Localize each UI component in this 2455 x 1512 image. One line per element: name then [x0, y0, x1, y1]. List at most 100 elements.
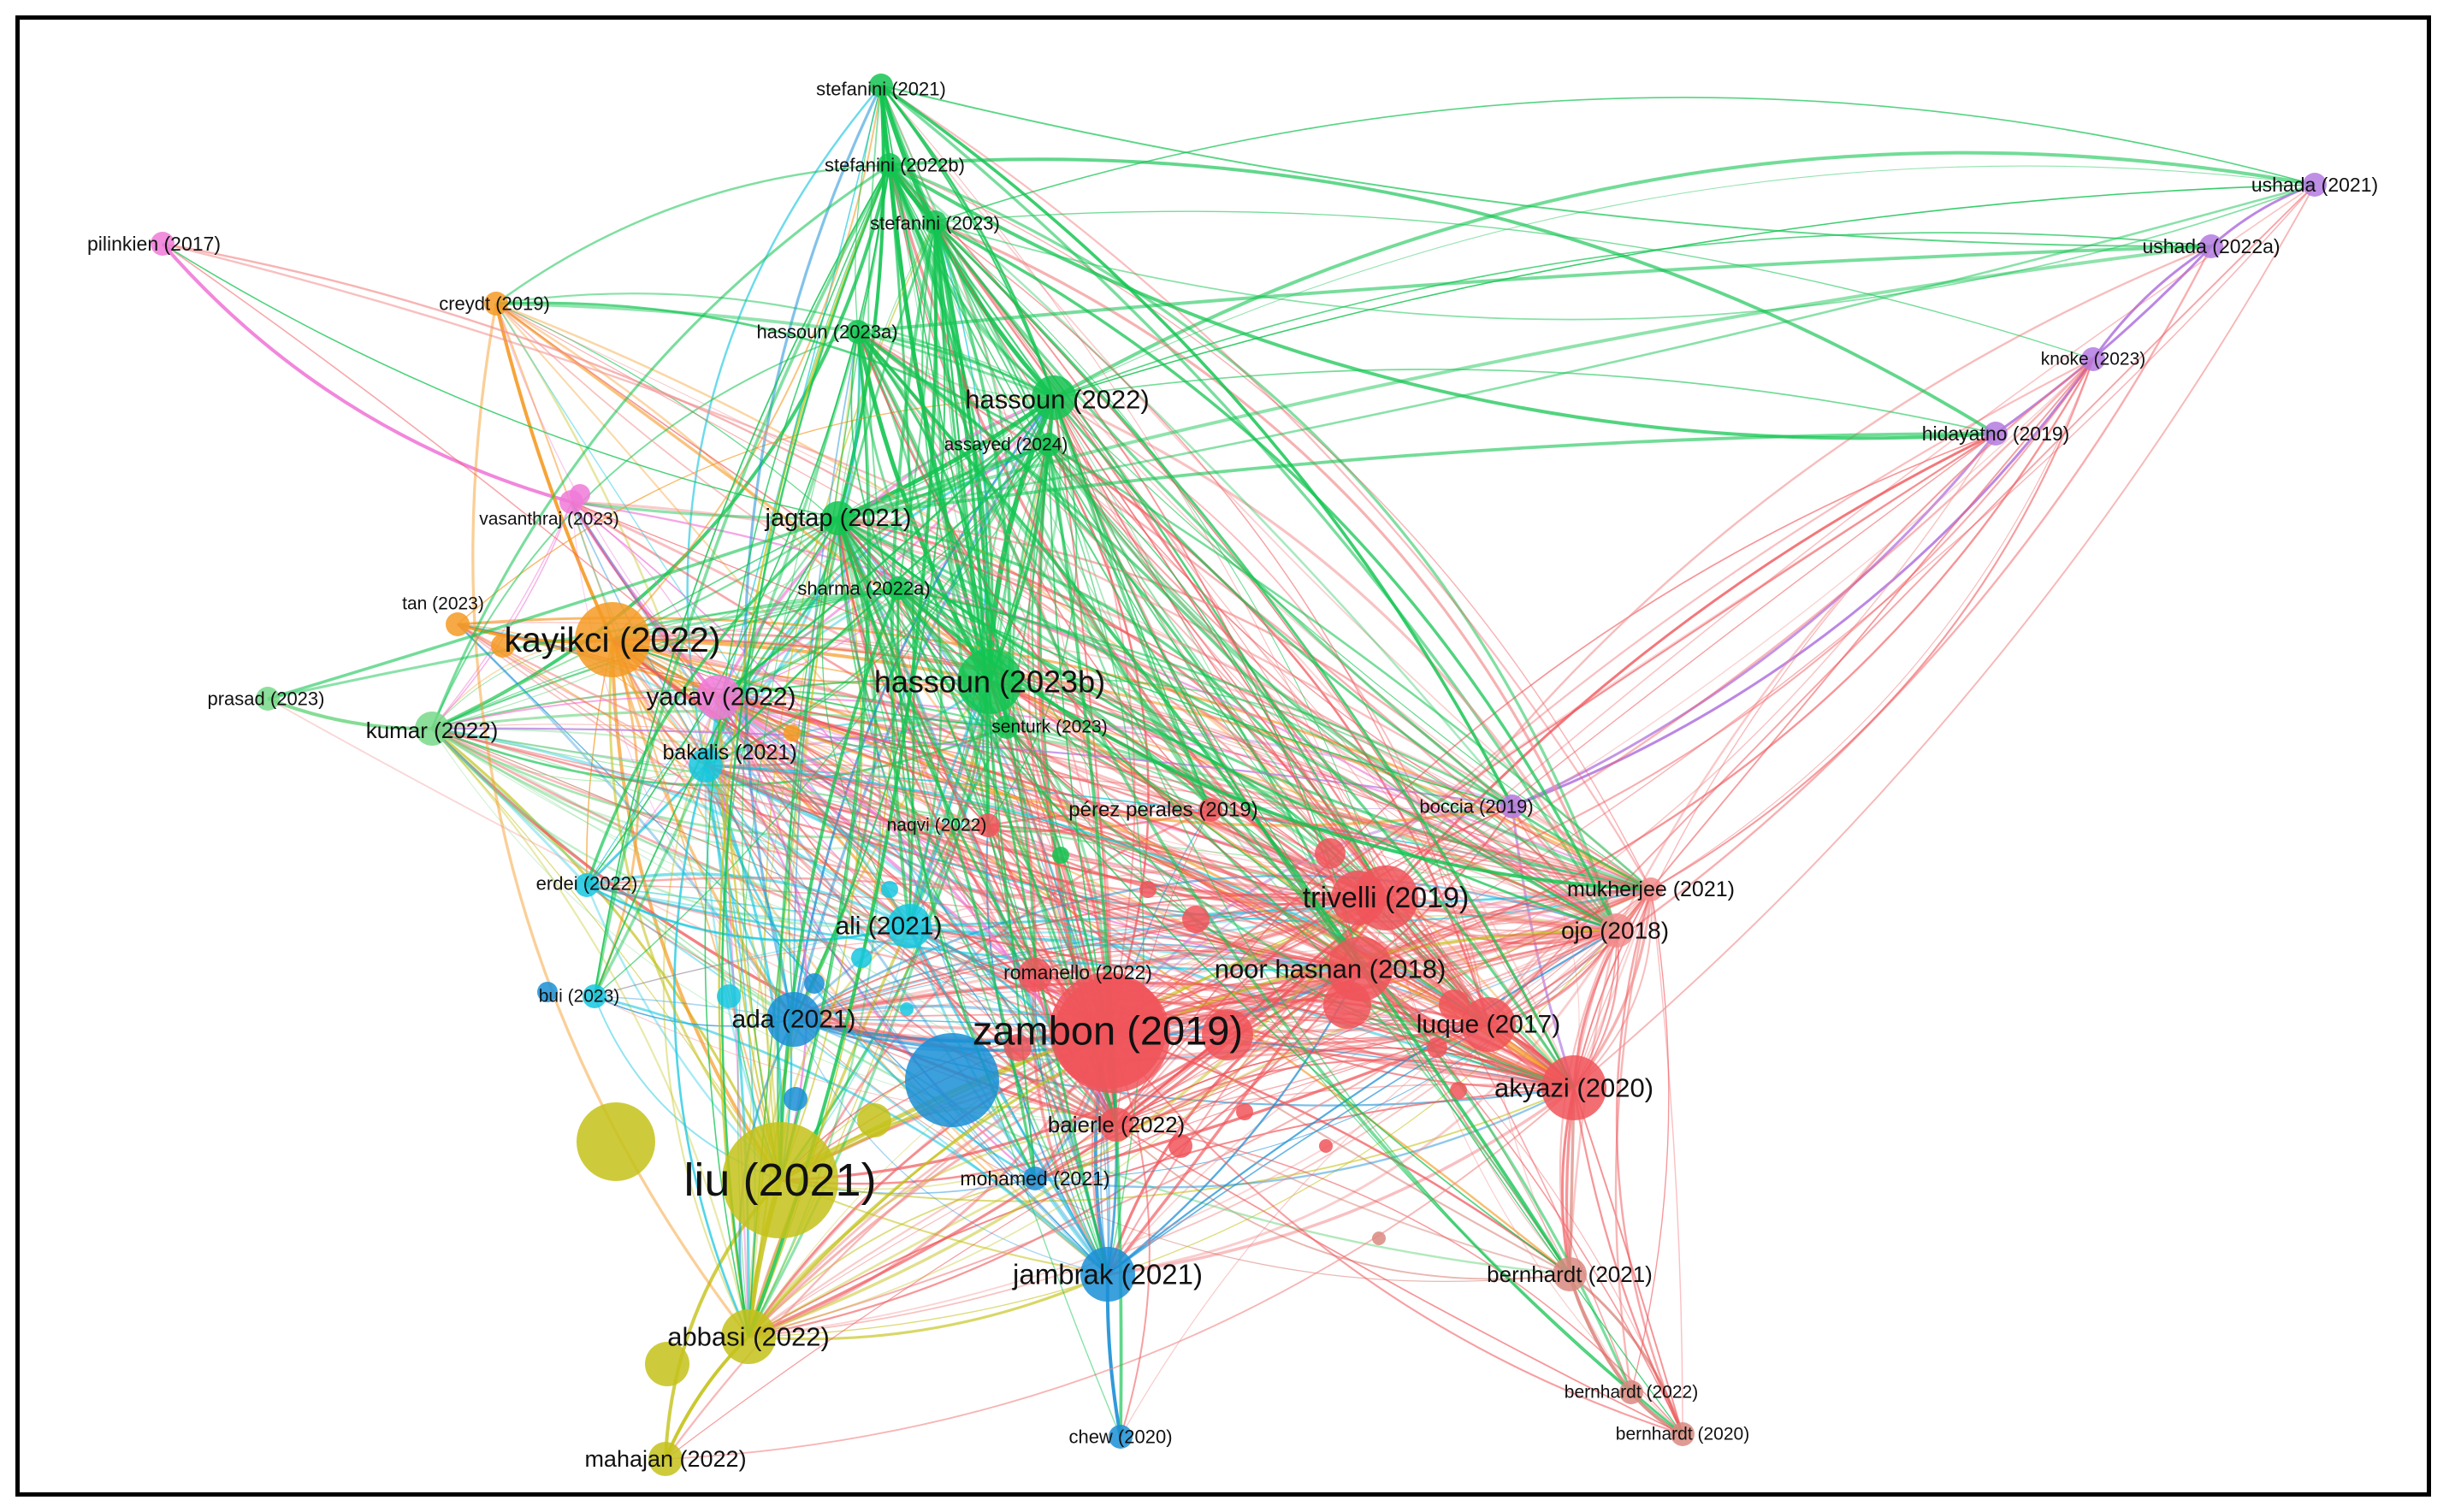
node-label-boccia2019: boccia (2019) — [1419, 796, 1533, 818]
node-label-assayed2024: assayed (2024) — [944, 435, 1068, 455]
network-edge — [1107, 358, 2094, 1031]
network-edge — [718, 696, 1618, 932]
network-edge — [880, 85, 2212, 248]
network-edge — [494, 303, 782, 1181]
network-edge — [889, 164, 1652, 890]
network-edge — [1384, 432, 1997, 899]
network-edge — [1115, 358, 2094, 1125]
network-edge — [1107, 1029, 1571, 1276]
node-bubble — [881, 881, 898, 898]
node-stefanini2021 — [869, 74, 893, 97]
network-edge — [889, 157, 1997, 435]
node-mohamed2021 — [1023, 1166, 1047, 1190]
node-stefanini2022b — [878, 153, 902, 177]
network-edge — [718, 696, 1109, 1275]
network-edge — [888, 164, 1055, 399]
node-romanello2022 — [1018, 958, 1052, 992]
network-edge — [879, 85, 937, 223]
node-bubble — [1319, 1139, 1333, 1153]
network-edge — [897, 587, 1633, 1393]
network-edge — [704, 765, 750, 1338]
node-label-mukherjee2021: mukherjee (2021) — [1567, 877, 1735, 901]
node-bubble — [900, 1002, 914, 1016]
network-edge — [1107, 358, 2094, 1032]
node-senturk2023 — [995, 715, 1019, 739]
node-label-knoke2023: knoke (2023) — [2041, 350, 2146, 369]
network-edge — [586, 765, 707, 887]
network-edge — [1359, 930, 1618, 970]
network-edge — [725, 517, 839, 1181]
network-edge — [1034, 1024, 1489, 1179]
network-edge — [837, 517, 1037, 1179]
network-edge — [457, 623, 1575, 1089]
network-edge — [908, 925, 1117, 1126]
network-edge — [1047, 443, 1652, 891]
network-edge — [662, 696, 749, 1338]
network-edge — [431, 728, 1117, 1125]
node-bubble — [784, 724, 801, 741]
node-label-romanello2022: romanello (2022) — [1003, 961, 1152, 983]
network-edge — [705, 765, 1109, 1031]
network-edge — [933, 221, 990, 826]
network-edge — [1053, 397, 1387, 899]
network-edge — [1107, 433, 1997, 1031]
network-edge — [717, 696, 750, 1338]
network-edge — [457, 623, 1387, 900]
network-edge — [495, 302, 1575, 1089]
network-edge — [430, 163, 890, 729]
network-edge — [908, 221, 987, 927]
network-edge — [857, 331, 1575, 1089]
network-edge — [890, 221, 937, 927]
node-label-creydt2019: creydt (2019) — [439, 293, 550, 315]
network-edge — [857, 330, 1576, 1089]
node-label-jambrak2021: jambrak (2021) — [1012, 1259, 1203, 1291]
network-edge — [933, 221, 990, 826]
network-edge — [987, 824, 1387, 906]
node-bubble — [1182, 906, 1210, 933]
network-edge — [880, 85, 1652, 890]
node-yadav2022 — [696, 675, 741, 719]
node-label-liu2021: liu (2021) — [683, 1155, 876, 1206]
network-edge — [1053, 369, 1997, 434]
network-edge — [987, 397, 1078, 826]
network-edge — [934, 221, 1618, 931]
network-edge — [1359, 889, 1652, 970]
node-label-ojo2018: ojo (2018) — [1561, 918, 1669, 944]
network-edge — [1053, 397, 1618, 931]
network-edge — [1107, 930, 1618, 1276]
network-edge — [1511, 433, 1997, 808]
network-edge — [1053, 165, 2316, 399]
network-edge — [586, 872, 910, 928]
node-baierle2022 — [1099, 1107, 1133, 1142]
network-edge — [1053, 151, 2316, 399]
network-edge — [748, 1273, 1109, 1341]
node-ushada2021 — [2303, 173, 2327, 197]
node-pilinkien2017 — [151, 232, 175, 256]
network-edge — [612, 635, 1618, 931]
network-edge — [1053, 397, 1652, 890]
network-edge — [1488, 1024, 1632, 1393]
network-edge — [431, 728, 781, 1181]
network-edge — [1650, 889, 1683, 1435]
network-edge — [1615, 889, 1684, 1435]
network-edge — [1573, 358, 2094, 1089]
network-edge — [987, 824, 1575, 1090]
network-edge — [571, 501, 910, 927]
network-edge — [879, 84, 1514, 807]
network-edge — [705, 765, 793, 1181]
node-bubble — [804, 973, 825, 994]
network-edge — [896, 221, 937, 589]
node-label-hassoun2023b: hassoun (2023b) — [874, 664, 1105, 700]
network-edge — [1053, 232, 2212, 399]
network-edge — [934, 221, 1109, 1275]
network-edge — [1115, 1124, 1683, 1435]
network-edge — [431, 587, 899, 730]
network-edge — [1115, 433, 1997, 1125]
network-edge — [431, 727, 911, 928]
network-edge — [748, 897, 1387, 1338]
network-edge — [1650, 358, 2094, 890]
node-label-prasad2023: prasad (2023) — [208, 688, 325, 710]
network-edge — [896, 588, 1037, 1179]
network-edge — [1048, 444, 1618, 931]
node-label-pilinkien2017: pilinkien (2017) — [87, 233, 221, 255]
